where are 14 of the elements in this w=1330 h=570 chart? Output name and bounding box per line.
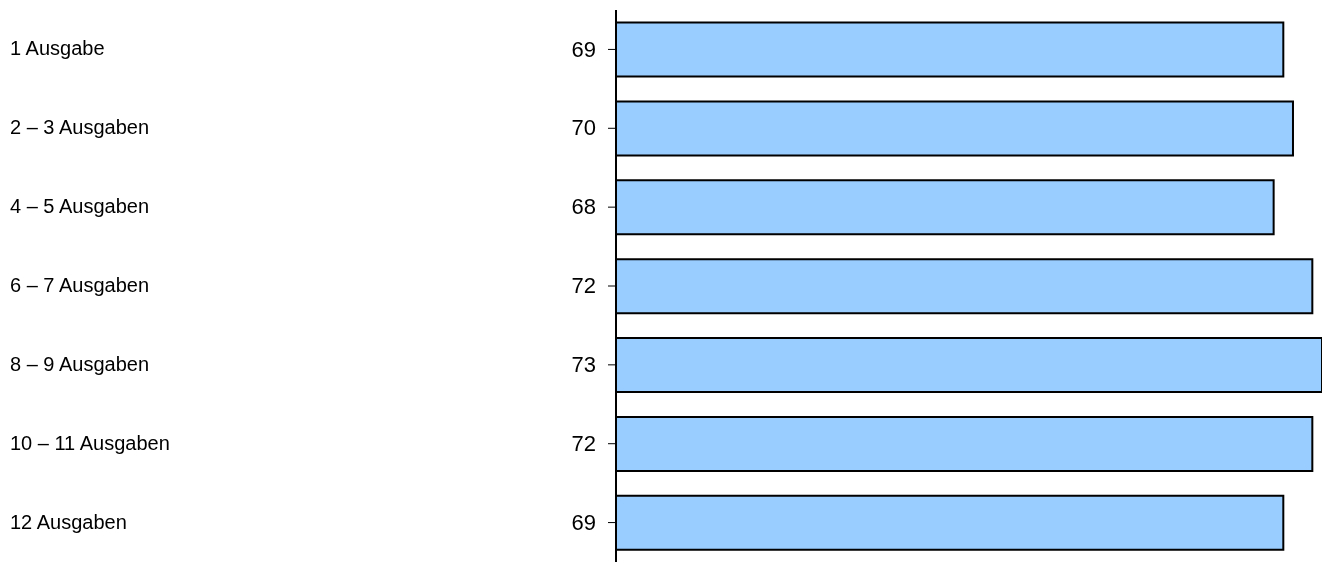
data-label: 72 <box>571 430 596 456</box>
data-label: 69 <box>571 36 596 62</box>
y-tick-label: 10 – 11 Ausgaben <box>10 431 170 454</box>
data-label: 68 <box>571 194 596 220</box>
y-tick-label: 8 – 9 Ausgaben <box>10 352 150 375</box>
y-tick-label: 4 – 5 Ausgaben <box>10 195 150 218</box>
y-tick-label: 6 – 7 Ausgaben <box>10 274 150 296</box>
data-label: 72 <box>571 273 596 299</box>
y-tick-label: 1 Ausgabe <box>10 37 105 60</box>
data-label: 70 <box>571 115 596 141</box>
data-label: 73 <box>571 352 596 378</box>
y-tick-label: 12 Ausgaben <box>10 510 127 533</box>
y-tick-label: 2 – 3 Ausgaben <box>10 116 150 139</box>
data-label: 69 <box>571 509 596 535</box>
